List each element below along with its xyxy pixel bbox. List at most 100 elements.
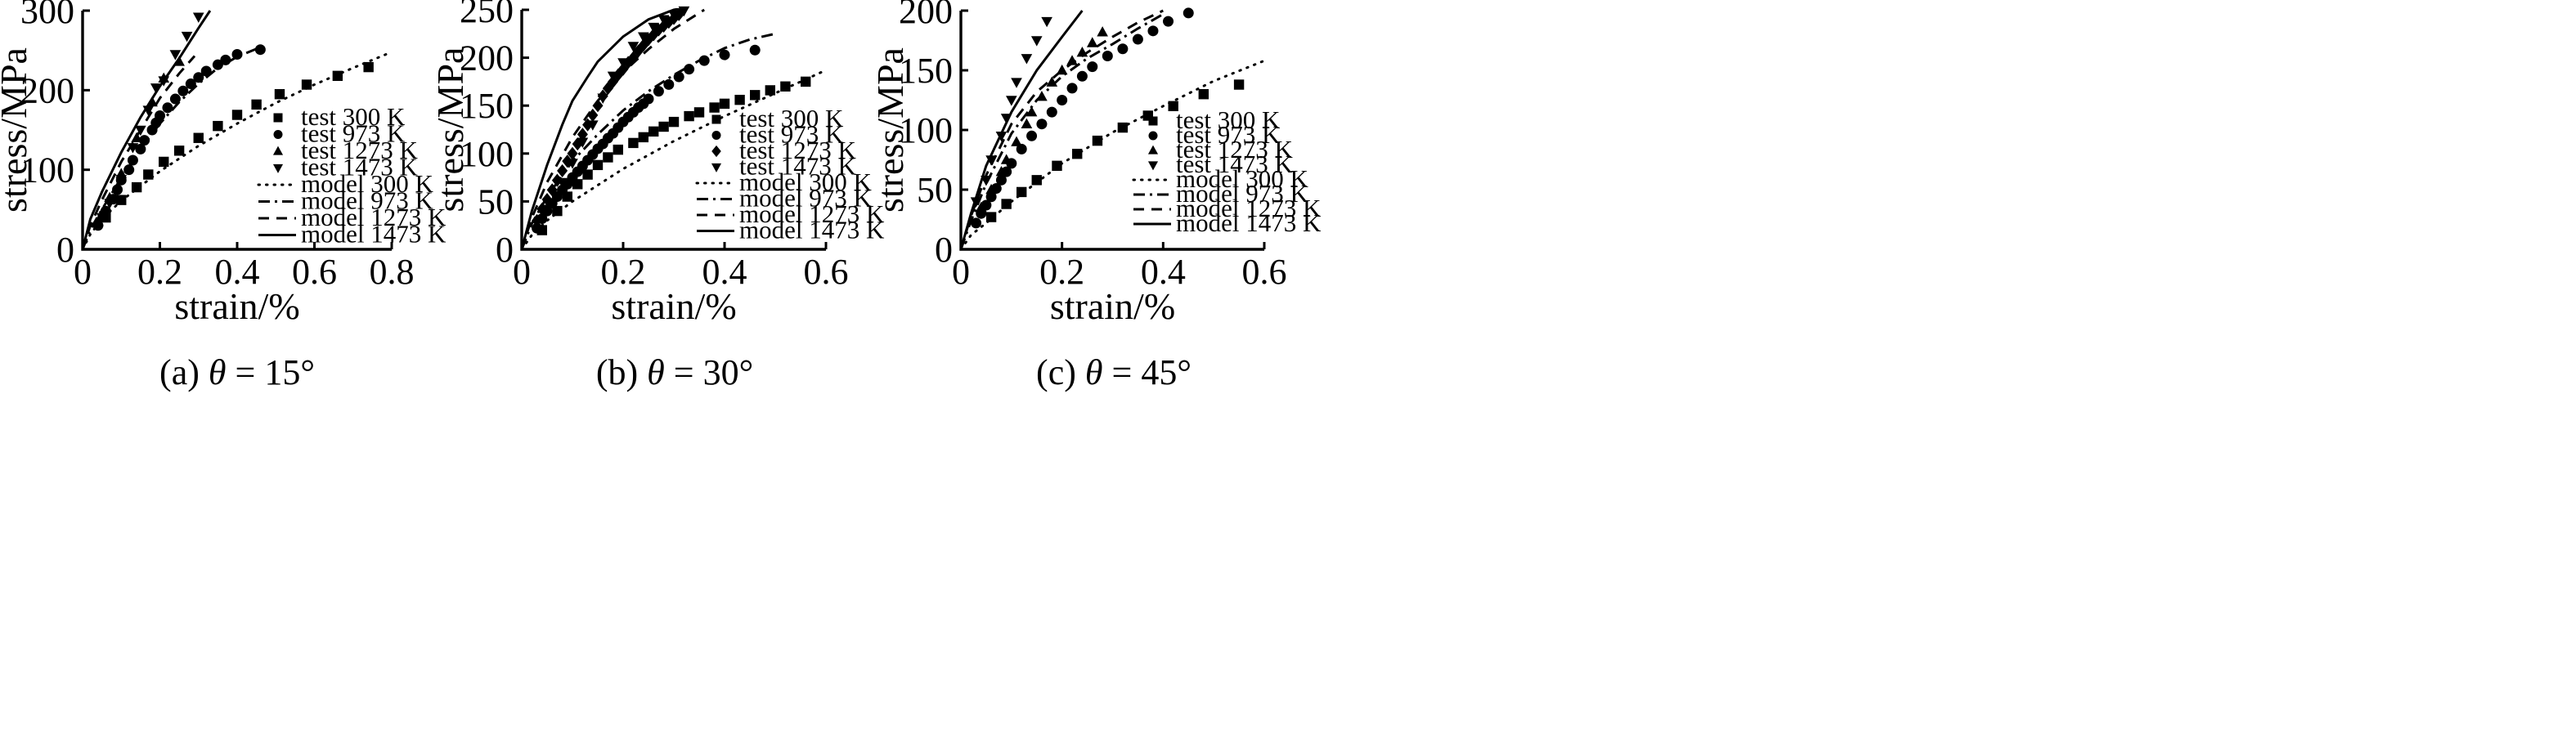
data-point [541,192,553,207]
data-point [92,215,104,226]
data-point [673,71,684,83]
x-axis-label: strain/% [611,285,736,327]
data-point [684,110,694,122]
data-point [546,183,558,197]
x-tick-label: 0.4 [215,252,260,292]
legend-marker [1147,161,1159,171]
data-point [678,6,690,17]
data-point [577,128,588,141]
data-point [607,71,619,82]
data-point [981,176,992,186]
data-point [192,12,204,23]
data-point [155,110,165,121]
data-point [159,156,169,168]
caption-suffix: = 15° [227,352,315,392]
legend-label: test 973 K [1176,120,1281,149]
data-point [212,59,223,70]
panel-caption: (c) θ = 45° [1036,352,1192,392]
data-point [532,222,543,234]
y-tick-label: 150 [460,86,514,126]
data-point [657,15,670,25]
data-point [1011,78,1022,88]
caption-symbol: θ [209,352,227,392]
data-point [115,175,128,186]
data-point [633,44,644,58]
data-point [1021,118,1033,128]
data-point [139,135,150,146]
x-tick-label: 0 [74,252,92,292]
data-point [177,85,189,96]
legend-label: test 973 K [301,119,406,148]
y-axis-label: stress/MPa [429,47,471,213]
legend-label: model 300 K [1176,164,1308,193]
legend-label: test 300 K [301,102,406,131]
data-point [123,164,135,176]
data-point [146,96,158,107]
data-point [1052,160,1062,171]
y-tick-label: 150 [899,51,953,91]
data-point [637,32,649,43]
data-point [1233,79,1245,90]
x-axis-label: strain/% [1050,285,1175,327]
legend-label: test 1273 K [739,136,857,164]
data-point [158,76,170,87]
data-point [301,79,312,90]
data-point [1066,83,1078,94]
x-tick-label: 0.8 [370,252,415,292]
data-point [169,93,181,105]
data-point [1076,70,1088,82]
data-point [985,191,997,203]
data-point [142,105,155,116]
data-point [1132,34,1143,45]
data-point [104,199,115,209]
data-point [162,102,173,114]
data-point [169,50,182,60]
data-point [668,10,680,20]
legend-marker [711,114,721,124]
data-point [1198,89,1209,100]
data-point [1092,135,1103,146]
data-point [648,22,660,34]
legend-label: model 973 K [301,186,433,215]
data-point [231,49,243,60]
data-point [1030,36,1043,47]
legend-marker [1147,145,1159,155]
data-point [127,143,139,154]
data-point [541,204,553,215]
data-point [173,146,185,156]
data-point [363,61,374,73]
data-point [719,49,730,60]
data-point [131,181,142,193]
data-point [1087,61,1098,73]
data-point [995,132,1008,142]
legend-label: model 1273 K [301,203,447,231]
panel-caption: (a) θ = 15° [159,352,315,392]
data-point [1021,54,1033,65]
data-point [1001,199,1012,209]
legend-marker [711,145,721,158]
data-point [135,125,146,137]
x-tick-label: 0 [513,252,531,292]
data-point [970,197,982,208]
data-point [1086,37,1098,47]
data-point [1046,106,1057,118]
legend-label: model 300 K [301,169,433,198]
x-tick-label: 0.2 [601,252,646,292]
data-point [1117,43,1129,55]
x-tick-label: 0.4 [1141,252,1186,292]
data-point [112,184,123,195]
caption-prefix: (a) [159,352,209,392]
legend-marker [711,163,722,172]
data-point [1006,96,1017,106]
data-point [617,62,629,76]
legend-marker [272,163,284,173]
legend-marker [273,130,283,139]
data-point [709,102,720,113]
x-axis-label: strain/% [174,285,299,327]
caption-prefix: (c) [1036,352,1085,392]
data-point [557,163,568,177]
legend-label: model 1273 K [739,199,885,228]
